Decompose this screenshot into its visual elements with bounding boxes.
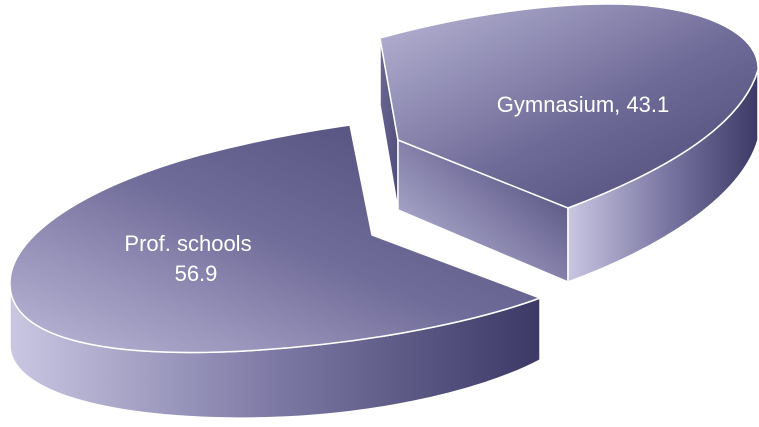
label-gymnasium: Gymnasium, 43.1 [497, 92, 669, 117]
slice-gymnasium-top [379, 3, 759, 209]
slice-gymnasium [379, 3, 759, 284]
label-prof-schools-name: Prof. schools [124, 231, 251, 256]
slice-prof-schools-top [9, 124, 543, 354]
slice-prof-schools [9, 124, 543, 419]
label-prof-schools-value: 56.9 [175, 261, 218, 286]
